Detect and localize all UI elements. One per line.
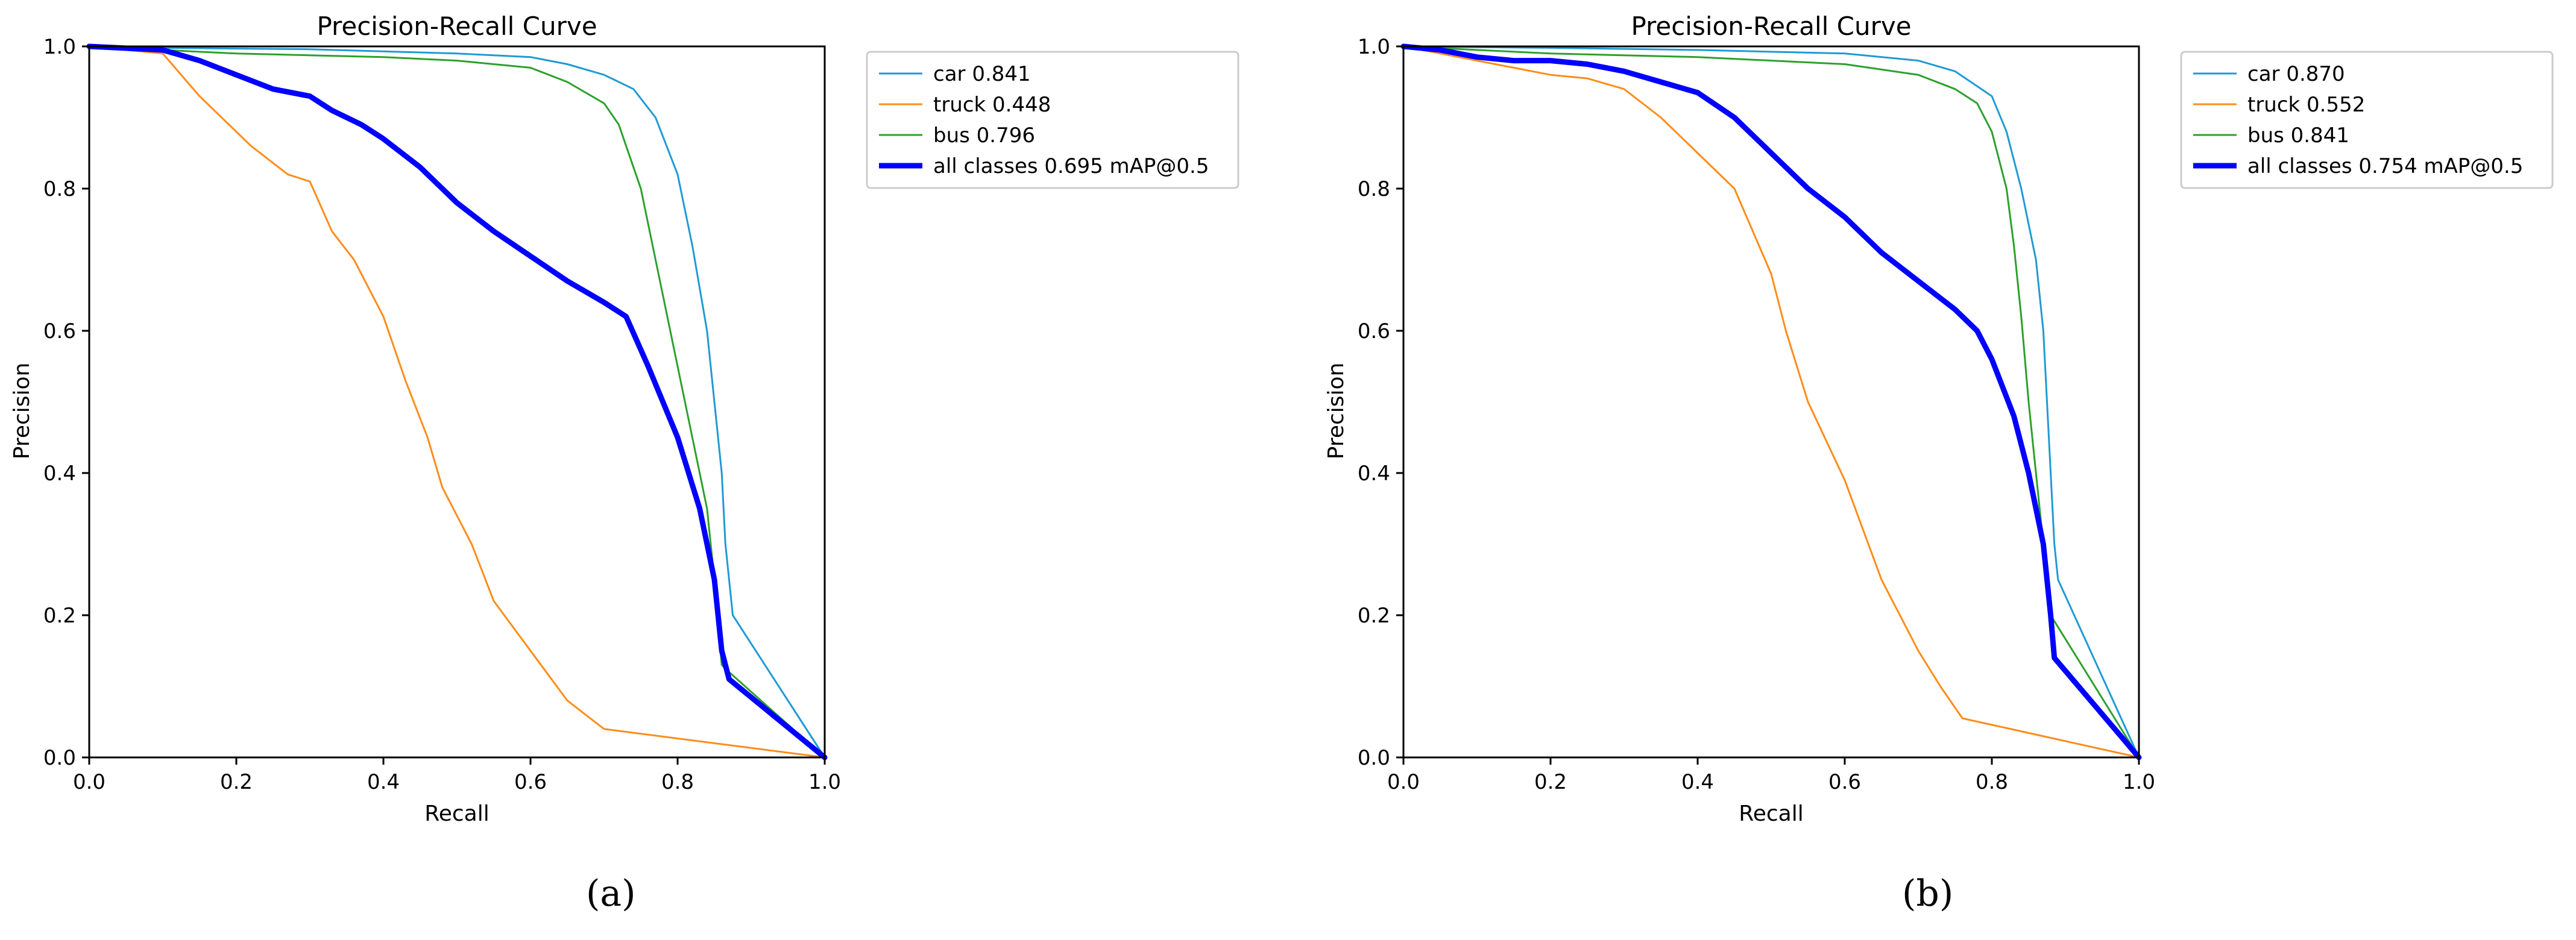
x-tick-label: 0.6 bbox=[514, 770, 547, 794]
y-ticks: 0.0 0.2 0.4 0.6 0.8 1.0 bbox=[1358, 35, 1403, 770]
legend: car 0.841 truck 0.448 bus 0.796 all classes… bbox=[866, 51, 1239, 189]
y-tick-label: 0.6 bbox=[43, 319, 76, 343]
legend-label: car 0.841 bbox=[933, 62, 1031, 86]
y-tick-label: 0.4 bbox=[43, 462, 76, 486]
x-tick-label: 0.8 bbox=[1976, 770, 2008, 794]
y-tick-label: 0.2 bbox=[1358, 604, 1390, 628]
x-tick-label: 0.6 bbox=[1828, 770, 1861, 794]
series-line-all-classes bbox=[1400, 43, 2142, 760]
x-axis-label: Recall bbox=[1739, 801, 1803, 826]
legend-label: all classes 0.695 mAP@0.5 bbox=[933, 154, 1209, 178]
legend-label: car 0.870 bbox=[2247, 62, 2345, 86]
legend-label: all classes 0.754 mAP@0.5 bbox=[2247, 154, 2523, 178]
x-tick-label: 1.0 bbox=[2123, 770, 2155, 794]
legend-label: truck 0.448 bbox=[933, 93, 1051, 117]
legend-frame bbox=[2180, 51, 2554, 189]
y-tick-label: 0.8 bbox=[1358, 177, 1390, 201]
series-line-bus bbox=[1402, 45, 2140, 759]
chart-a: Precision-Recall Curve Recall Precision … bbox=[10, 11, 1239, 826]
x-tick-label: 0.4 bbox=[1681, 770, 1714, 794]
chart-title: Precision-Recall Curve bbox=[316, 11, 597, 41]
y-tick-label: 1.0 bbox=[1358, 35, 1390, 59]
x-tick-label: 0.0 bbox=[1387, 770, 1420, 794]
y-tick-label: 0.8 bbox=[43, 177, 76, 201]
series-line-car bbox=[1402, 45, 2140, 759]
legend-label: bus 0.796 bbox=[933, 124, 1035, 148]
series-line-all-classes bbox=[86, 43, 828, 760]
x-tick-label: 0.2 bbox=[220, 770, 253, 794]
x-tick-label: 1.0 bbox=[808, 770, 841, 794]
y-tick-label: 0.0 bbox=[43, 746, 76, 770]
chart-b: Precision-Recall Curve Recall Precision … bbox=[1324, 11, 2554, 826]
series-line-truck bbox=[88, 45, 826, 759]
axes-frame bbox=[1402, 45, 2140, 759]
x-tick-label: 0.8 bbox=[661, 770, 694, 794]
x-ticks: 0.0 0.2 0.4 0.6 0.8 1.0 bbox=[1387, 757, 2155, 794]
y-tick-label: 1.0 bbox=[43, 35, 76, 59]
y-axis-label: Precision bbox=[1324, 363, 1349, 460]
legend-label: bus 0.841 bbox=[2247, 124, 2349, 148]
y-ticks: 0.0 0.2 0.4 0.6 0.8 1.0 bbox=[43, 35, 89, 770]
x-ticks: 0.0 0.2 0.4 0.6 0.8 1.0 bbox=[73, 757, 841, 794]
y-tick-label: 0.4 bbox=[1358, 462, 1390, 486]
plot-area bbox=[86, 43, 828, 760]
chart-title: Precision-Recall Curve bbox=[1631, 11, 1911, 41]
x-tick-label: 0.0 bbox=[73, 770, 105, 794]
series-line-car bbox=[88, 45, 826, 759]
y-axis-label: Precision bbox=[10, 363, 34, 460]
panel-label-a: (a) bbox=[586, 873, 636, 915]
legend-frame bbox=[866, 51, 1239, 189]
y-tick-label: 0.2 bbox=[43, 604, 76, 628]
series-line-truck bbox=[1402, 45, 2140, 759]
legend-label: truck 0.552 bbox=[2247, 93, 2365, 117]
x-tick-label: 0.2 bbox=[1534, 770, 1567, 794]
panel-label-b: (b) bbox=[1902, 873, 1954, 915]
x-tick-label: 0.4 bbox=[367, 770, 400, 794]
y-tick-label: 0.0 bbox=[1358, 746, 1390, 770]
y-tick-label: 0.6 bbox=[1358, 319, 1390, 343]
legend: car 0.870 truck 0.552 bus 0.841 all classes… bbox=[2180, 51, 2554, 189]
axes-frame bbox=[88, 45, 826, 759]
x-axis-label: Recall bbox=[424, 801, 489, 826]
plot-area bbox=[1400, 43, 2142, 760]
